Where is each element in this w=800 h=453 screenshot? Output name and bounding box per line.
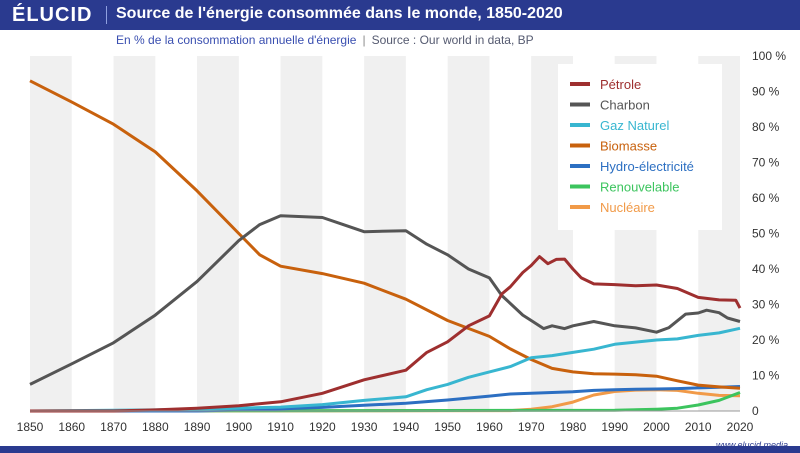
legend: Pétrole Charbon Gaz Naturel Biomasse Hydro-é… — [558, 64, 722, 230]
x-tick-label: 1920 — [309, 420, 336, 434]
x-tick-label: 1940 — [393, 420, 420, 434]
chart-subtitle: En % de la consommation annuelle d'énerg… — [116, 33, 357, 47]
series-line-hydro-lectricit- — [30, 385, 741, 413]
legend-label: Gaz Naturel — [600, 118, 669, 133]
chart-title: Source de l'énergie consommée dans le mo… — [116, 5, 563, 22]
legend-label: Pétrole — [600, 77, 641, 92]
x-tick-label: 2010 — [685, 420, 712, 434]
grid-band — [30, 56, 72, 411]
grid-band — [447, 56, 490, 411]
x-tick-label: 1900 — [225, 420, 252, 434]
header-divider — [106, 6, 107, 24]
x-tick-label: 1860 — [58, 420, 85, 434]
header-bar: ÉLUCID Source de l'énergie consommée dan… — [0, 0, 800, 30]
x-axis: 1850 1860 1870 1880 1890 1900 1910 1920 1930 1940… — [17, 410, 754, 434]
x-tick-label: 2000 — [643, 420, 670, 434]
footer-bar — [0, 446, 800, 453]
series-line-p-trole — [30, 255, 742, 413]
website-link[interactable]: www.elucid.media — [715, 440, 788, 450]
y-tick-label: 0 — [752, 404, 759, 418]
x-tick-label: 1960 — [476, 420, 503, 434]
grid-band — [364, 56, 406, 411]
x-tick-label: 1980 — [560, 420, 587, 434]
grid-band — [280, 56, 323, 411]
y-tick-label: 40 % — [752, 262, 780, 276]
x-tick-label: 1910 — [267, 420, 294, 434]
series-line-gaz-naturel — [29, 326, 741, 413]
series-line-renouvelable — [29, 391, 741, 413]
grid-band — [113, 56, 156, 411]
x-tick-label: 1970 — [518, 420, 545, 434]
x-tick-label: 1990 — [601, 420, 628, 434]
x-tick-label: 1930 — [351, 420, 378, 434]
y-tick-label: 80 % — [752, 120, 780, 134]
series-line-charbon — [29, 214, 741, 386]
y-tick-label: 10 % — [752, 369, 780, 383]
brand-logo: ÉLUCID — [12, 4, 93, 26]
source-note: Source : Our world in data, BP — [371, 33, 534, 47]
x-tick-label: 2020 — [727, 420, 754, 434]
series-layer — [29, 79, 742, 413]
y-tick-label: 30 % — [752, 298, 780, 312]
y-tick-label: 100 % — [752, 49, 786, 63]
x-tick-label: 1890 — [184, 420, 211, 434]
series-line-biomasse — [29, 79, 741, 390]
x-tick-label: 1870 — [100, 420, 127, 434]
y-tick-label: 60 % — [752, 191, 780, 205]
x-tick-label: 1850 — [17, 420, 44, 434]
subtitle-row: En % de la consommation annuelle d'énerg… — [116, 33, 534, 47]
y-tick-label: 50 % — [752, 227, 780, 241]
y-tick-label: 20 % — [752, 333, 780, 347]
grid-band — [197, 56, 239, 411]
legend-label: Nucléaire — [600, 200, 655, 215]
x-tick-label: 1950 — [434, 420, 461, 434]
legend-label: Hydro-électricité — [600, 159, 694, 174]
x-tick-label: 1880 — [142, 420, 169, 434]
legend-label: Renouvelable — [600, 180, 680, 195]
legend-label: Biomasse — [600, 139, 657, 154]
y-axis: 0 10 % 20 % 30 % 40 % 50 % 60 % 70 % 80 % 90 % 100… — [752, 49, 786, 418]
subtitle-separator: | — [362, 33, 366, 47]
y-tick-label: 70 % — [752, 156, 780, 170]
legend-label: Charbon — [600, 98, 650, 113]
y-tick-label: 90 % — [752, 85, 780, 99]
